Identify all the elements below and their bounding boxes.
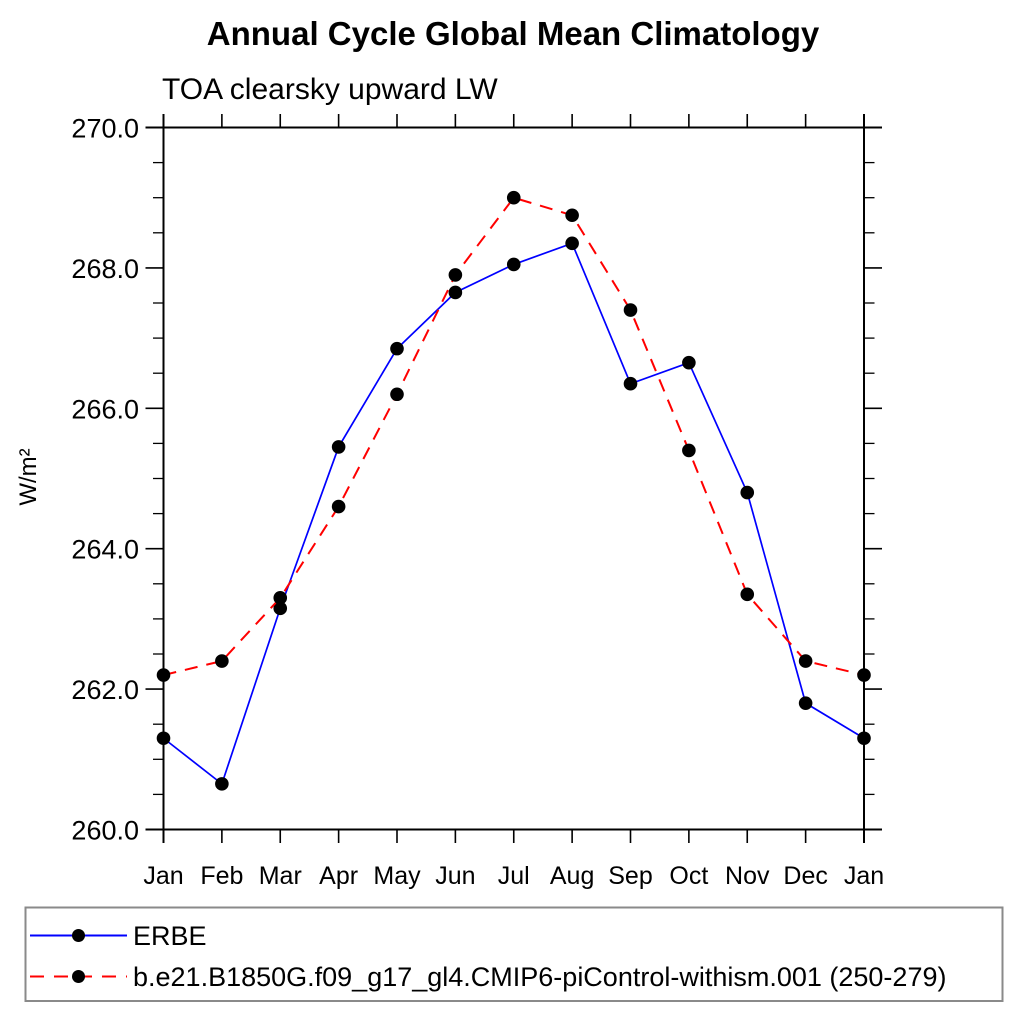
x-tick-label: Nov <box>725 862 770 890</box>
x-tick-label: Jun <box>435 862 475 890</box>
data-point-1-6-Jul <box>506 190 521 205</box>
data-point-0-10-Nov <box>740 485 755 500</box>
series-line-0 <box>162 242 865 786</box>
data-point-0-0-Jan <box>156 731 171 746</box>
x-tick-label: Jul <box>498 862 530 890</box>
data-point-0-8-Sep <box>623 376 638 391</box>
data-point-1-0-Jan <box>156 668 171 682</box>
data-series-layer <box>156 190 871 791</box>
data-point-0-3-Apr <box>331 440 346 454</box>
y-tick-label: 262.0 <box>71 675 139 705</box>
legend-box <box>24 906 1004 1002</box>
y-tick-label: 270.0 <box>71 114 139 144</box>
data-point-1-2-Mar <box>273 591 288 605</box>
data-point-1-4-May <box>390 387 404 402</box>
legend-marker-model <box>72 970 85 983</box>
data-point-1-5-Jun <box>448 268 463 282</box>
data-point-1-9-Oct <box>682 443 696 458</box>
legend: ERBE b.e21.B1850G.f09_g17_gl4.CMIP6-piCo… <box>24 906 1004 1002</box>
x-tick-label: Jan <box>143 862 183 890</box>
data-point-1-7-Aug <box>565 208 579 223</box>
x-tick-label: May <box>373 862 421 890</box>
y-tick-label: 264.0 <box>71 535 139 565</box>
x-tick-label: Sep <box>608 862 652 890</box>
chart-subtitle: TOA clearsky upward LW <box>162 73 498 106</box>
data-point-0-12-Jan <box>857 731 871 746</box>
data-point-0-11-Dec <box>798 696 813 710</box>
x-tick-label: Feb <box>200 862 243 890</box>
data-point-0-4-May <box>390 341 404 356</box>
y-tick-label: 266.0 <box>71 394 139 424</box>
y-axis-label: W/m² <box>15 448 42 505</box>
axes-and-ticks: 260.0 262.0 264.0 266.0 268.0 270.0 Jan Feb Mar A… <box>71 114 884 891</box>
data-point-1-1-Feb <box>215 654 229 668</box>
data-point-0-5-Jun <box>448 285 463 300</box>
x-tick-label: Mar <box>259 862 302 890</box>
x-tick-label: Apr <box>319 862 358 890</box>
legend-label-model: b.e21.B1850G.f09_g17_gl4.CMIP6-piControl… <box>133 962 946 992</box>
y-tick-label: 268.0 <box>71 254 139 284</box>
data-point-0-2-Mar <box>273 601 288 616</box>
chart-title: Annual Cycle Global Mean Climatology <box>207 15 820 52</box>
data-point-0-6-Jul <box>506 257 521 272</box>
data-point-0-9-Oct <box>682 355 696 370</box>
data-point-1-8-Sep <box>623 303 638 317</box>
data-point-1-12-Jan <box>857 668 871 682</box>
x-tick-label: Oct <box>669 862 708 890</box>
x-tick-label: Dec <box>783 862 827 890</box>
x-tick-label: Aug <box>550 862 594 890</box>
data-point-1-11-Dec <box>798 654 813 668</box>
data-point-0-7-Aug <box>565 236 579 251</box>
data-point-1-10-Nov <box>740 587 755 602</box>
data-point-1-3-Apr <box>331 499 346 514</box>
legend-label-erbe: ERBE <box>133 921 207 951</box>
legend-marker-erbe <box>72 929 85 942</box>
data-point-0-1-Feb <box>215 777 229 791</box>
y-tick-label: 260.0 <box>71 816 139 846</box>
x-tick-label: Jan <box>844 862 884 890</box>
